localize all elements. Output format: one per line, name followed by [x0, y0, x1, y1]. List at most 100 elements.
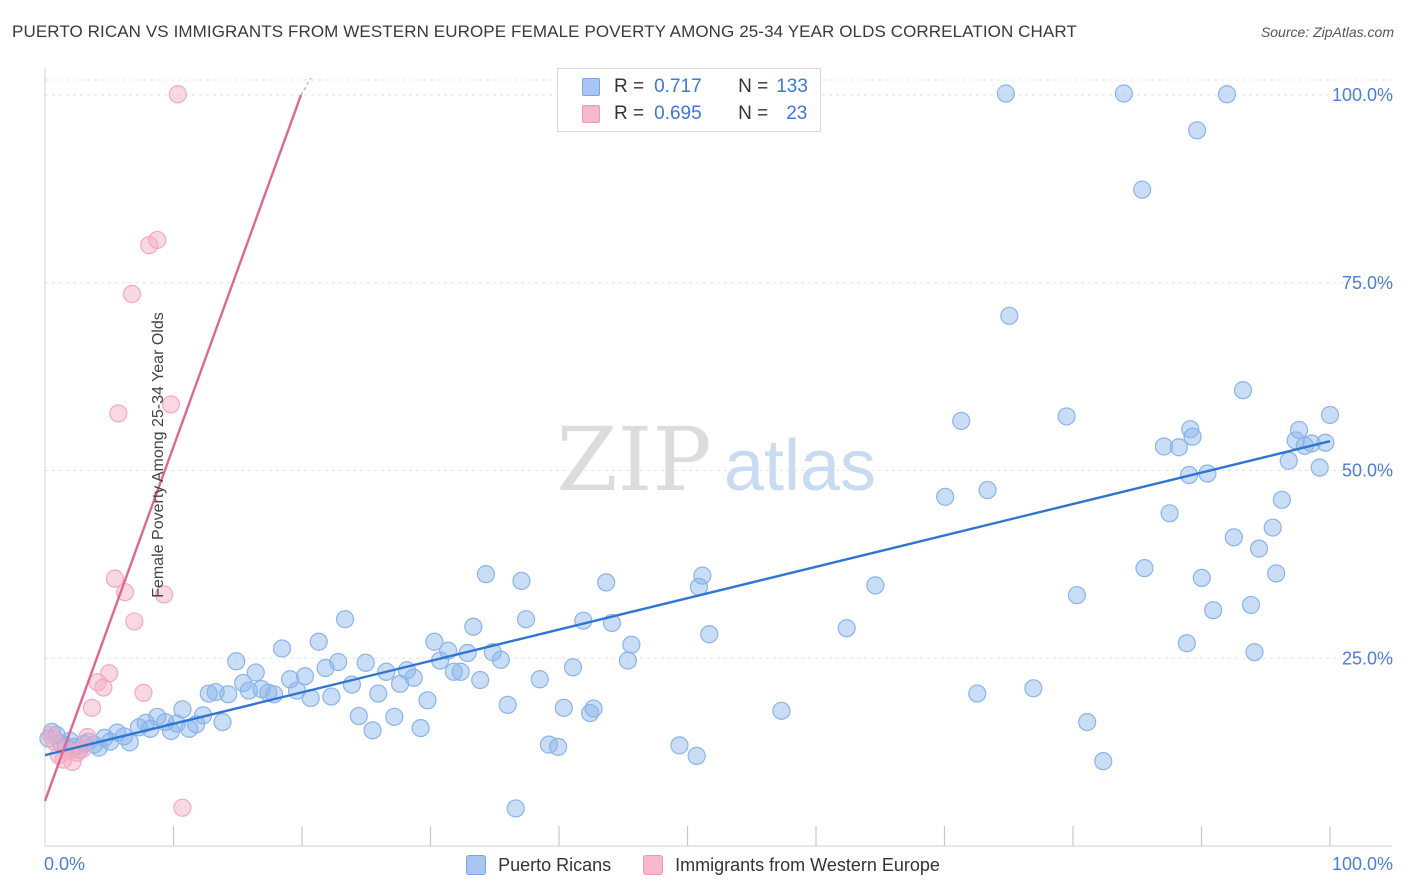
data-point — [100, 664, 119, 683]
data-point — [1263, 518, 1282, 537]
legend-item-puerto-ricans: Puerto Ricans — [466, 855, 611, 876]
axes — [44, 68, 1392, 847]
data-point — [1233, 381, 1253, 400]
data-point — [125, 612, 144, 631]
data-point — [451, 662, 470, 681]
legend-row-puerto-ricans: R = 0.717 N = 133 — [582, 74, 808, 100]
data-point — [173, 798, 192, 817]
legend-swatch-blue — [582, 78, 600, 96]
data-point — [356, 653, 375, 672]
trend-line-puerto-ricans — [44, 440, 1331, 757]
data-point — [63, 752, 82, 771]
data-point — [996, 84, 1015, 103]
data-point — [1177, 634, 1196, 653]
data-point — [411, 718, 430, 738]
data-point — [618, 651, 638, 670]
data-point — [45, 732, 64, 751]
data-point — [530, 670, 549, 689]
data-point — [369, 684, 388, 703]
data-point — [687, 746, 706, 765]
data-point — [1245, 643, 1264, 662]
n-value: 133 — [776, 76, 808, 97]
data-point — [1310, 458, 1329, 477]
r-label: R = — [614, 103, 645, 124]
trend-lines — [43, 77, 1331, 802]
data-point — [116, 583, 135, 602]
watermark-zip: ZIP — [556, 408, 711, 511]
data-point — [161, 395, 181, 414]
data-point — [168, 85, 187, 104]
data-point — [837, 619, 856, 638]
data-point — [1249, 539, 1269, 558]
data-point — [1057, 407, 1076, 426]
data-point — [122, 284, 142, 304]
legend-item-immigrants: Immigrants from Western Europe — [643, 855, 940, 876]
data-point — [1078, 712, 1097, 732]
y-tick-label-1: 50.0% — [1342, 461, 1393, 481]
data-point — [471, 670, 490, 690]
n-label: N = — [738, 76, 769, 97]
y-axis-label: Female Poverty Among 25-34 Year Olds — [149, 312, 167, 598]
data-point — [968, 684, 987, 703]
data-point — [1320, 405, 1340, 425]
legend-label: Puerto Ricans — [498, 854, 612, 875]
r-value: 0.695 — [654, 103, 702, 124]
x-tick-label-0: 0.0% — [44, 854, 85, 874]
data-point — [295, 667, 315, 686]
data-point — [622, 635, 641, 654]
data-point — [1183, 427, 1202, 446]
data-point — [1204, 601, 1223, 620]
data-point — [548, 737, 568, 756]
data-point — [936, 487, 955, 506]
data-point — [1114, 84, 1133, 103]
data-point — [1133, 180, 1152, 199]
data-point — [109, 404, 128, 423]
data-point — [335, 610, 355, 629]
data-point — [597, 573, 616, 592]
legend-swatch-pink — [582, 105, 600, 123]
data-point — [1272, 490, 1291, 509]
data-point — [82, 698, 102, 717]
trend-extension — [300, 77, 312, 96]
legend-swatch-blue — [466, 855, 487, 875]
data-point — [246, 663, 265, 682]
data-point — [105, 569, 124, 588]
data-point — [213, 712, 232, 732]
legend-row-immigrants: R = 0.695 N = 23 — [582, 101, 807, 127]
data-point — [199, 684, 218, 703]
data-point — [272, 639, 292, 658]
x-tick-label-1: 100.0% — [1332, 854, 1393, 874]
data-point — [1279, 451, 1298, 470]
data-point — [418, 691, 437, 710]
source-label: Source: ZipAtlas.com — [1260, 24, 1394, 40]
data-point — [1024, 679, 1043, 698]
data-point — [1217, 85, 1237, 104]
r-value: 0.717 — [654, 76, 702, 97]
data-point — [322, 687, 341, 706]
data-point — [329, 652, 348, 672]
data-point — [464, 617, 483, 636]
data-point — [1094, 752, 1113, 771]
data-point — [498, 695, 517, 714]
data-point — [563, 658, 583, 677]
watermark: ZIP atlas — [556, 408, 876, 511]
data-point — [1169, 438, 1188, 457]
data-point — [148, 230, 167, 250]
data-point — [1154, 437, 1174, 456]
gridlines — [45, 79, 1392, 659]
data-point — [385, 707, 404, 726]
data-point — [425, 632, 444, 651]
data-point — [584, 699, 603, 718]
series-immigrants-western-europe — [41, 85, 192, 817]
data-point — [866, 576, 885, 595]
data-point — [1160, 504, 1179, 523]
chart-title: PUERTO RICAN VS IMMIGRANTS FROM WESTERN … — [12, 22, 1077, 41]
data-point — [173, 700, 192, 719]
data-point — [574, 611, 593, 630]
data-point — [952, 411, 971, 431]
n-value: 23 — [786, 103, 808, 124]
data-point — [1192, 568, 1211, 588]
data-point — [1224, 528, 1243, 547]
series-legend: Puerto Ricans Immigrants from Western Eu… — [0, 852, 1406, 878]
r-label: R = — [614, 76, 645, 97]
